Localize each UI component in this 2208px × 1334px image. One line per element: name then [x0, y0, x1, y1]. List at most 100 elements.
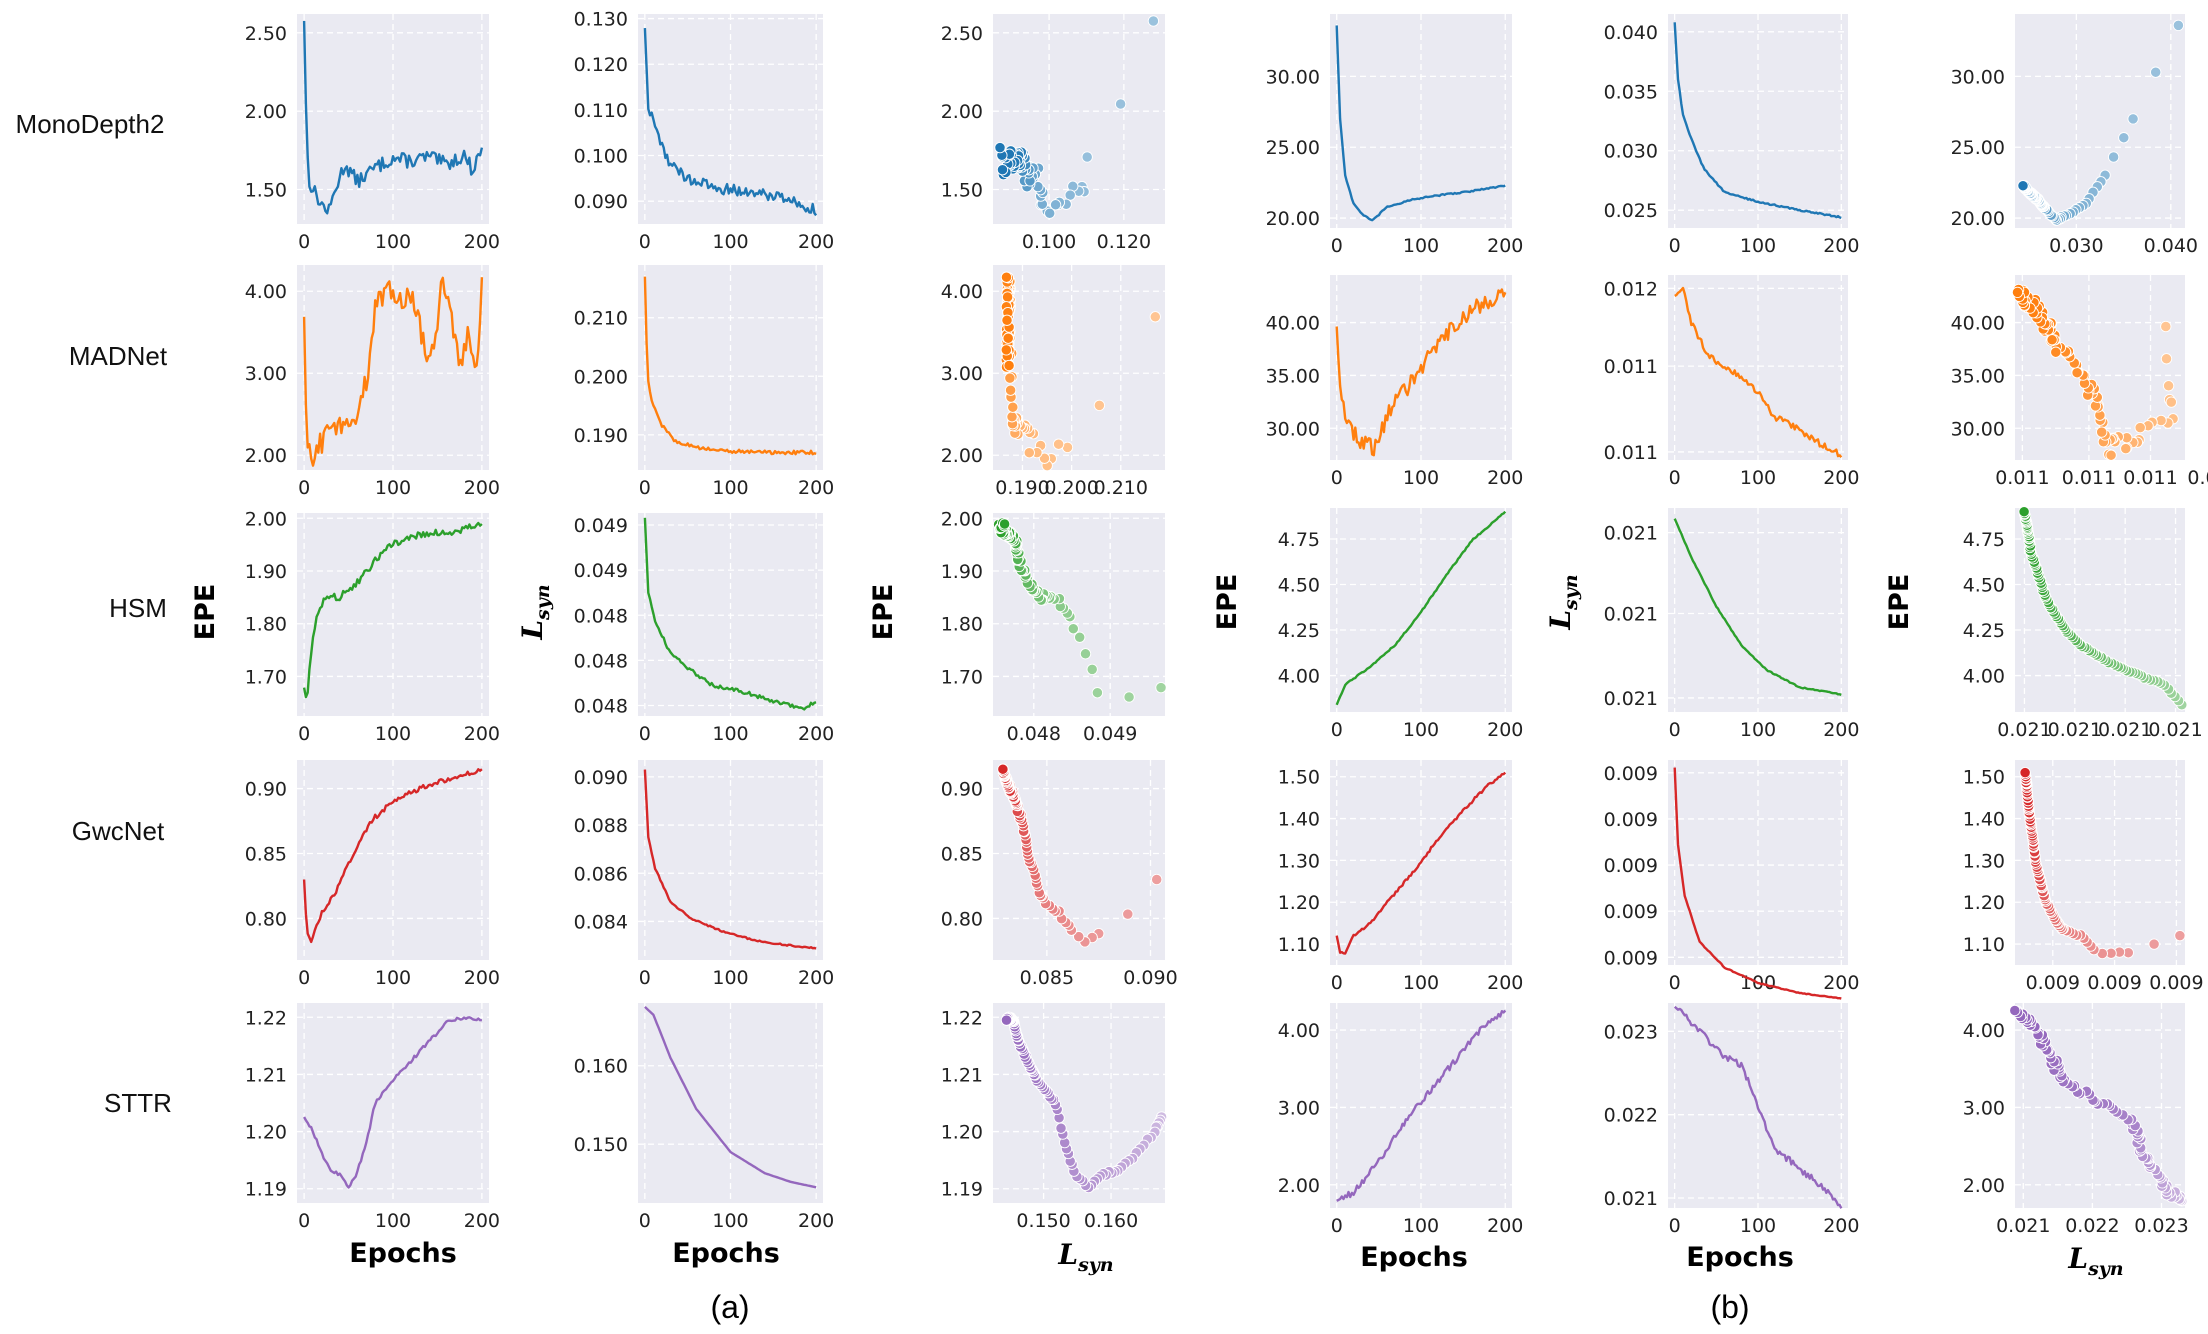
- panel-b-r4-c0-ytick-label-0: 2.00: [1278, 1175, 1320, 1197]
- panel-b-r1-c0: 0 100 200 30.00 35.00 40.00: [1266, 275, 1523, 489]
- panel-b-r1-c2-point-51: [2071, 367, 2083, 379]
- panel-b-r2-c1-ytick-label-0: 0.021: [1604, 688, 1658, 710]
- panel-a-r0-c1-series-line: [643, 28, 818, 217]
- panel-a-r2-c0-xtick-label-1: 100: [375, 723, 411, 745]
- panel-b-r4-c2-xtick-label-2: 0.023: [2134, 1215, 2188, 1237]
- panel-b-r0-c1-xtick-label-0: 0: [1669, 235, 1681, 257]
- panel-a-r0-c1-ytick-label-2: 0.110: [574, 100, 628, 122]
- panel-a-r0-c1-ytick-label-4: 0.130: [574, 9, 628, 31]
- panel-b-r4-c2-xtick-label-0: 0.021: [1996, 1215, 2050, 1237]
- panel-b-r2-c0-ytick-label-3: 4.75: [1278, 529, 1320, 551]
- panel-a-r1-c0-series-line: [302, 276, 484, 467]
- panel-b-r2-c0-ytick-label-1: 4.25: [1278, 620, 1320, 642]
- panel-b-r3-c1-ytick-label-0: 0.009: [1604, 947, 1658, 969]
- panel-a-r0-c2-point-1: [1114, 98, 1127, 110]
- panel-b-r2-c0-xtick-label-2: 200: [1487, 719, 1523, 741]
- panel-a-r0-c2: 0.100 0.120 1.50 2.00 2.50: [941, 14, 1165, 253]
- panel-a-r0-c1-ytick-label-3: 0.120: [574, 54, 628, 76]
- row-label-monodepth2: MonoDepth2: [16, 109, 165, 139]
- panel-a-r2-c2: 0.048 0.049 1.70 1.80 1.90 2.00: [941, 508, 1167, 745]
- x-axis-labels: Epochs Epochs Lsyn Epochs Epochs Lsyn: [349, 1238, 2123, 1280]
- panel-b-r3-c2-point-100: [2019, 766, 2031, 779]
- panel-b-r1-c1-xtick-label-0: 0: [1669, 467, 1681, 489]
- y-label-lsyn-b-main: L: [1544, 610, 1577, 631]
- panel-b-r4-c2-ytick-label-0: 2.00: [1963, 1175, 2005, 1197]
- panel-b-r1-c2-points: [2011, 283, 2179, 461]
- panel-a-r3-c1-ytick-label-1: 0.086: [574, 863, 628, 885]
- panel-a-r3-c2-point-0: [1151, 873, 1163, 886]
- panel-a-r2-c2-ytick-label-2: 1.90: [941, 561, 983, 583]
- x-label-lsyn-a-sub: syn: [1077, 1254, 1114, 1276]
- panel-b-r0-c1-xtick-label-2: 200: [1823, 235, 1859, 257]
- panel-b-r3-c1-ytick-label-4: 0.009: [1604, 763, 1658, 785]
- panel-b-r3-c2-ytick-label-1: 1.20: [1963, 892, 2005, 914]
- panel-a-r2-c1-ytick-label-4: 0.049: [574, 515, 628, 537]
- panel-b-r1-c2-point-11: [2134, 421, 2146, 434]
- panel-a-r3-c0-ytick-label-1: 0.85: [245, 844, 287, 866]
- panel-b-r0-c2-points: [2017, 19, 2185, 226]
- panel-b-r0-c2-point-4: [2107, 151, 2120, 163]
- panel-a-r3-c1-xtick-label-0: 0: [639, 967, 651, 989]
- panel-b-r0-c1-ytick-label-2: 0.035: [1604, 81, 1658, 103]
- panel-b-r1-c0-ytick-label-0: 30.00: [1266, 418, 1320, 440]
- panel-a-r3-c2-xtick-label-1: 0.090: [1123, 967, 1177, 989]
- panel-b-r0-c0-ytick-label-2: 30.00: [1266, 66, 1320, 88]
- panel-b-r0-c2-xtick-label-0: 0.030: [2049, 235, 2103, 257]
- panel-a-r3-c1-ytick-label-0: 0.084: [574, 911, 628, 933]
- panel-b-r1-c2-point-28: [2096, 426, 2108, 438]
- panel-a-r2-c2-point-100: [998, 518, 1011, 530]
- panel-a-r0-c2-point-96: [996, 164, 1009, 176]
- panel-a-r0-c2-points: [994, 15, 1160, 219]
- panel-a-r2-c0-xtick-label-2: 200: [464, 723, 500, 745]
- panel-a-r1-c1-series-line: [643, 276, 817, 456]
- panel-a-r3-c2-background: [993, 760, 1165, 960]
- panel-b-r1-c2-ytick-label-2: 40.00: [1951, 313, 2005, 335]
- panel-b-r1-c0-ytick-label-2: 40.00: [1266, 313, 1320, 335]
- panel-a-r3-c1: 0 100 200 0.084 0.086 0.088 0.090: [574, 760, 834, 989]
- y-label-lsyn-a-main: L: [516, 620, 549, 641]
- panel-b-r2-c1-ytick-label-2: 0.021: [1604, 523, 1658, 545]
- panel-b-r1-c2-point-2: [2162, 380, 2175, 392]
- panel-a-r0-c0-ytick-label-1: 2.00: [245, 101, 287, 123]
- panel-b-r2-c2-ytick-label-0: 4.00: [1963, 666, 2005, 688]
- group-label-b: (b): [1710, 1289, 1749, 1325]
- panel-a-r1-c2-point-81: [1001, 291, 1014, 303]
- panel-b-r4-c1-series-line: [1673, 1005, 1843, 1209]
- panel-a-r4-c0-ytick-label-0: 1.19: [245, 1179, 287, 1201]
- panel-b-r4-c1-xtick-label-2: 200: [1823, 1215, 1859, 1237]
- panel-a-r4-c0-xtick-label-2: 200: [464, 1210, 500, 1232]
- panel-b-r3-c0-ytick-label-2: 1.30: [1278, 850, 1320, 872]
- panel-b-r2-c0-ytick-label-2: 4.50: [1278, 575, 1320, 597]
- panel-b-r0-c0-ytick-label-0: 20.00: [1266, 208, 1320, 230]
- panel-a-r1-c2-point-30: [1006, 411, 1018, 423]
- panel-b-r3-c2-xtick-label-1: 0.009: [2087, 972, 2141, 994]
- panel-a-r3-c1-ytick-label-2: 0.088: [574, 815, 628, 837]
- panel-b-r0-c0: 0 100 200 20.00 25.00 30.00: [1266, 14, 1523, 257]
- y-label-epe-b3: EPE: [1884, 574, 1915, 631]
- panel-a-r4-c2-xtick-label-0: 0.150: [1016, 1210, 1070, 1232]
- panel-b-r1-c2-ytick-label-1: 35.00: [1951, 365, 2005, 387]
- panel-b-r3-c2-point-1: [2148, 938, 2160, 950]
- panel-a-r3-c0-xtick-label-2: 200: [464, 967, 500, 989]
- panel-a-r0-c2-point-11: [1049, 199, 1062, 211]
- panel-b-r1-c2: 0.011 0.011 0.011 0.012 30.00 35.00 40.00: [1951, 275, 2208, 489]
- panel-a-r1-c2-point-98: [1000, 344, 1012, 356]
- panel-b-r1-c0-xtick-label-0: 0: [1331, 467, 1343, 489]
- panel-b-r4-c1-ytick-label-0: 0.021: [1604, 1188, 1658, 1210]
- panel-b-r2-c2-points: [2018, 506, 2188, 711]
- panel-a-r2-c2-point-0: [1155, 681, 1167, 694]
- panel-a-r4-c1-ytick-label-1: 0.160: [574, 1056, 628, 1078]
- x-label-lsyn-b-main: L: [2067, 1242, 2088, 1275]
- panel-b-r1-c1-ytick-label-0: 0.011: [1604, 442, 1658, 464]
- panel-b-r3-c0-ytick-label-3: 1.40: [1278, 809, 1320, 831]
- panel-a-r2-c2-ytick-label-0: 1.70: [941, 666, 983, 688]
- panel-a-r4-c0-xtick-label-0: 0: [298, 1210, 310, 1232]
- panel-a-r1-c2-xtick-label-0: 0.190: [995, 477, 1049, 499]
- panel-a-r3-c2-point-1: [1122, 908, 1134, 920]
- panel-b-r2-c1-xtick-label-0: 0: [1669, 719, 1681, 741]
- panel-b-r4-c2-xtick-label-1: 0.022: [2065, 1215, 2119, 1237]
- panel-b-r2-c2-xtick-label-2: 0.021: [2098, 719, 2152, 741]
- panel-b-r0-c2-xtick-label-1: 0.040: [2144, 235, 2198, 257]
- panel-a-r3-c2-ytick-label-1: 0.85: [941, 844, 983, 866]
- panel-b-r3-c0-ytick-label-4: 1.50: [1278, 767, 1320, 789]
